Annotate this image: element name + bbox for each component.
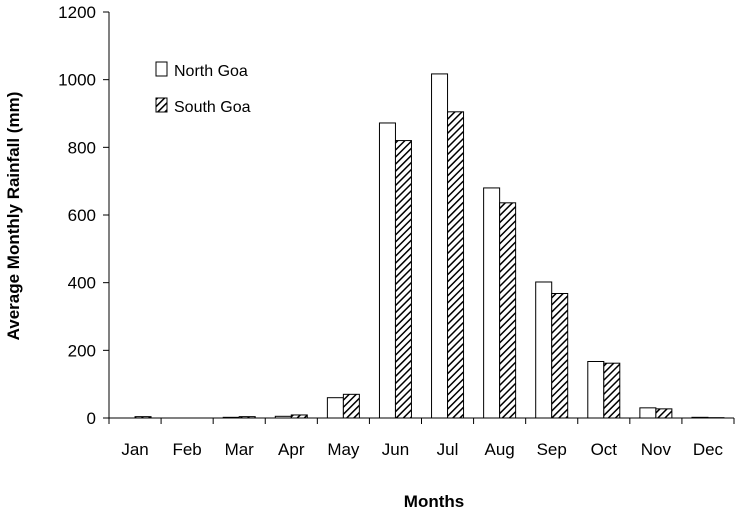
legend-label-north-goa: North Goa	[174, 63, 248, 80]
bars	[134, 73, 725, 419]
bar-south-goa-may	[342, 393, 360, 419]
x-axis-title: Months	[404, 492, 464, 511]
y-tick-label: 200	[68, 341, 96, 360]
x-tick-label: Dec	[693, 440, 724, 459]
x-tick-label: Jul	[437, 440, 459, 459]
bar-north-goa-oct	[587, 360, 605, 419]
x-tick-label: May	[327, 440, 360, 459]
bar-south-goa-oct	[603, 362, 621, 419]
y-tick-label: 1000	[58, 71, 96, 90]
bar-north-goa-jun	[378, 122, 396, 419]
bar-south-goa-sep	[551, 292, 569, 419]
bar-south-goa-nov	[655, 408, 673, 419]
bar-south-goa-mar	[238, 416, 256, 419]
bar-north-goa-sep	[535, 281, 553, 419]
x-tick-label: Apr	[278, 440, 305, 459]
bar-south-goa-jun	[394, 140, 412, 419]
bar-north-goa-aug	[483, 187, 501, 419]
x-tick-label: Sep	[537, 440, 567, 459]
bar-south-goa-jul	[447, 111, 465, 419]
bar-south-goa-aug	[499, 202, 517, 419]
x-tick-label: Oct	[591, 440, 618, 459]
y-tick-label: 600	[68, 206, 96, 225]
bar-south-goa-jan	[134, 416, 152, 419]
x-tick-label: Feb	[172, 440, 201, 459]
bar-north-goa-nov	[639, 407, 657, 419]
y-axis-title: Average Monthly Rainfall (mm)	[4, 92, 23, 341]
y-tick-label: 400	[68, 274, 96, 293]
bar-south-goa-apr	[290, 414, 308, 419]
bar-north-goa-dec	[691, 416, 709, 419]
bar-north-goa-mar	[222, 416, 240, 419]
x-tick-label: Mar	[225, 440, 255, 459]
legend-swatch-north-goa	[155, 61, 168, 77]
x-tick-label: Jan	[121, 440, 148, 459]
y-tick-label: 800	[68, 138, 96, 157]
y-tick-label: 1200	[58, 3, 96, 22]
bar-north-goa-apr	[274, 415, 292, 419]
x-tick-label: Nov	[641, 440, 672, 459]
legend: North Goa South Goa	[155, 61, 251, 116]
x-tick-label: Aug	[485, 440, 515, 459]
x-tick-label: Jun	[382, 440, 409, 459]
y-tick-label: 0	[87, 409, 96, 428]
legend-swatch-south-goa	[155, 97, 168, 113]
legend-label-south-goa: South Goa	[174, 99, 251, 116]
bar-north-goa-may	[326, 397, 344, 419]
tick-labels: 0 200 400 600 800 1000 1200 Jan Feb Mar Apr May Jun J…	[58, 3, 723, 459]
bar-north-goa-jul	[431, 73, 449, 419]
axes	[103, 11, 735, 424]
